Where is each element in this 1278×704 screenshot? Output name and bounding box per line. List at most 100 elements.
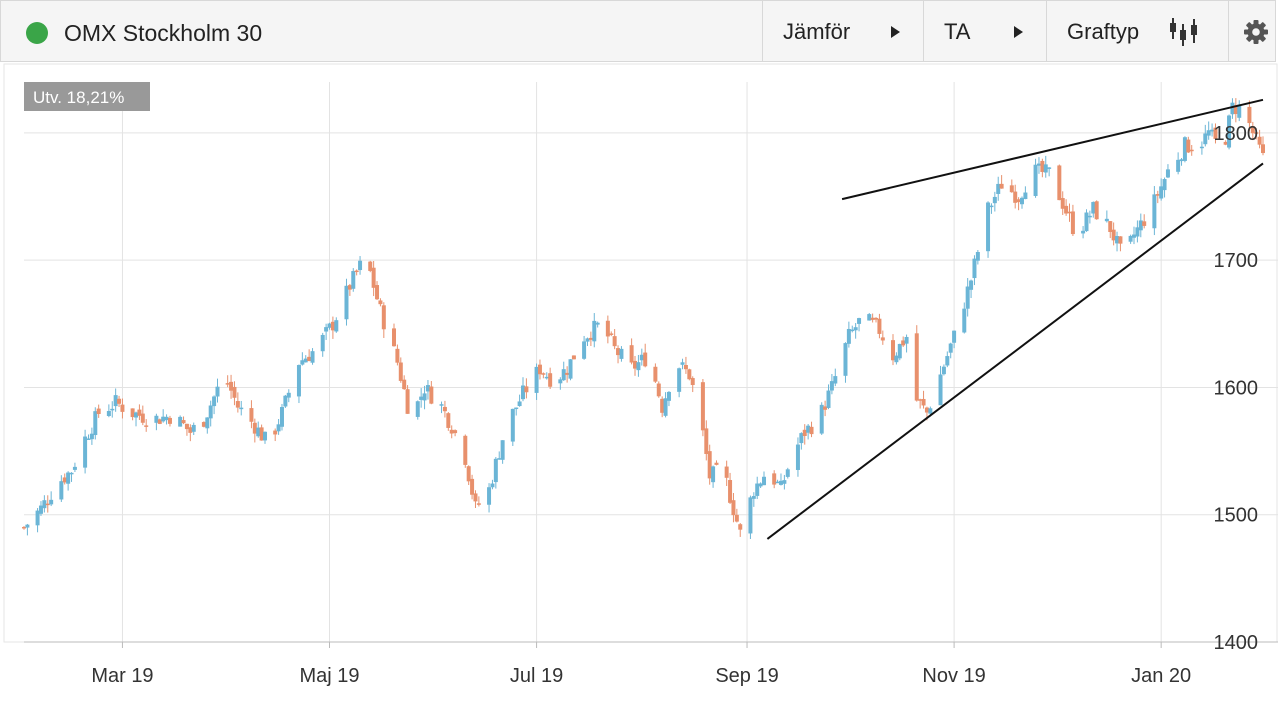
candle-body (1081, 230, 1086, 234)
price-chart[interactable]: 1400 1500 1600 1700 1800 Mar 19 Maj 19 Jul 19 S… (0, 62, 1278, 704)
candle-body (1237, 104, 1242, 118)
candle-series (22, 98, 1265, 539)
candle-body (453, 430, 458, 434)
candle-body (347, 285, 352, 290)
candle-body (1233, 105, 1238, 115)
market-status-dot (26, 22, 48, 44)
candle-body (680, 362, 685, 365)
candle-body (371, 267, 376, 288)
candle-body (857, 318, 862, 324)
candle-body (962, 308, 967, 333)
candle-body (755, 483, 760, 496)
candle-body (395, 348, 400, 363)
candle-body (1138, 220, 1143, 231)
candle-body (1182, 137, 1187, 161)
candle-body (106, 411, 111, 417)
candle-body (215, 386, 220, 397)
candle-body (1128, 235, 1133, 242)
candle-body (263, 431, 268, 441)
candle-body (924, 407, 929, 413)
candle-body (154, 415, 159, 423)
candle-body (1013, 191, 1018, 203)
candle-body (1094, 201, 1099, 220)
candle-body (568, 359, 573, 379)
candle-body (850, 329, 855, 332)
x-tick-label: Maj 19 (299, 665, 359, 687)
ta-button[interactable]: TA (923, 1, 1046, 63)
candle-body (1257, 136, 1262, 145)
candle-body (904, 336, 909, 344)
candle-body (609, 333, 614, 335)
candle-body (25, 524, 30, 528)
candle-body (541, 373, 546, 375)
candle-body (1047, 167, 1052, 169)
candle-body (130, 408, 135, 418)
candle-body (558, 379, 563, 384)
candle-body (256, 427, 261, 437)
candle-body (711, 466, 716, 483)
candle-body (405, 389, 410, 414)
ta-arrow-icon (1014, 26, 1023, 38)
candle-body (334, 320, 339, 332)
candle-body (205, 417, 210, 429)
candle-body (1254, 132, 1259, 134)
candle-body (1152, 194, 1157, 229)
candle-body (1036, 163, 1041, 166)
x-tick-label: Nov 19 (922, 665, 985, 687)
x-tick-label: Jan 20 (1131, 665, 1191, 687)
candle-body (867, 314, 872, 321)
x-tick-label: Jul 19 (510, 665, 563, 687)
candle-body (96, 408, 101, 414)
candle-body (1155, 194, 1160, 196)
candle-body (823, 406, 828, 410)
candle-body (1176, 159, 1181, 172)
candle-body (83, 436, 88, 468)
candle-body (184, 423, 189, 430)
candle-body (1261, 144, 1265, 154)
candle-body (1213, 127, 1218, 139)
candle-body (375, 285, 380, 300)
candle-body (941, 366, 946, 375)
candle-body (137, 409, 142, 416)
candle-body (439, 404, 444, 406)
candle-body (605, 320, 610, 337)
candle-body (843, 343, 848, 376)
candle-body (38, 505, 43, 514)
candle-body (595, 322, 600, 325)
chart-type-button[interactable]: Graftyp (1046, 1, 1228, 63)
candle-body (429, 386, 434, 404)
candle-body (419, 396, 424, 400)
candle-body (330, 321, 335, 331)
candle-body (778, 480, 783, 485)
candle-body (497, 458, 502, 460)
candle-body (1070, 211, 1075, 235)
candle-body (510, 408, 515, 442)
candle-body (1159, 186, 1164, 199)
candle-body (1091, 202, 1096, 214)
candle-body (897, 343, 902, 359)
candle-body (938, 374, 943, 406)
candle-body (524, 386, 529, 393)
candle-body (901, 340, 906, 346)
candle-body (381, 305, 386, 330)
candle-body (93, 411, 98, 436)
candle-body (571, 355, 576, 360)
candle-body (425, 385, 430, 392)
candle-body (826, 390, 831, 408)
candle-body (303, 358, 308, 363)
candle-body (283, 395, 288, 407)
candle-body (402, 379, 407, 390)
candle-body (296, 365, 301, 397)
candle-body (473, 493, 478, 502)
candle-body (731, 500, 736, 516)
settings-button[interactable] (1228, 1, 1277, 63)
candle-body (1186, 139, 1191, 153)
candle-body (493, 458, 498, 483)
candle-body (442, 406, 447, 412)
candle-body (918, 399, 923, 401)
candle-body (728, 480, 733, 503)
ta-label: TA (944, 19, 971, 44)
candle-body (110, 408, 115, 411)
candle-body (653, 366, 658, 382)
compare-button[interactable]: Jämför (762, 1, 923, 63)
